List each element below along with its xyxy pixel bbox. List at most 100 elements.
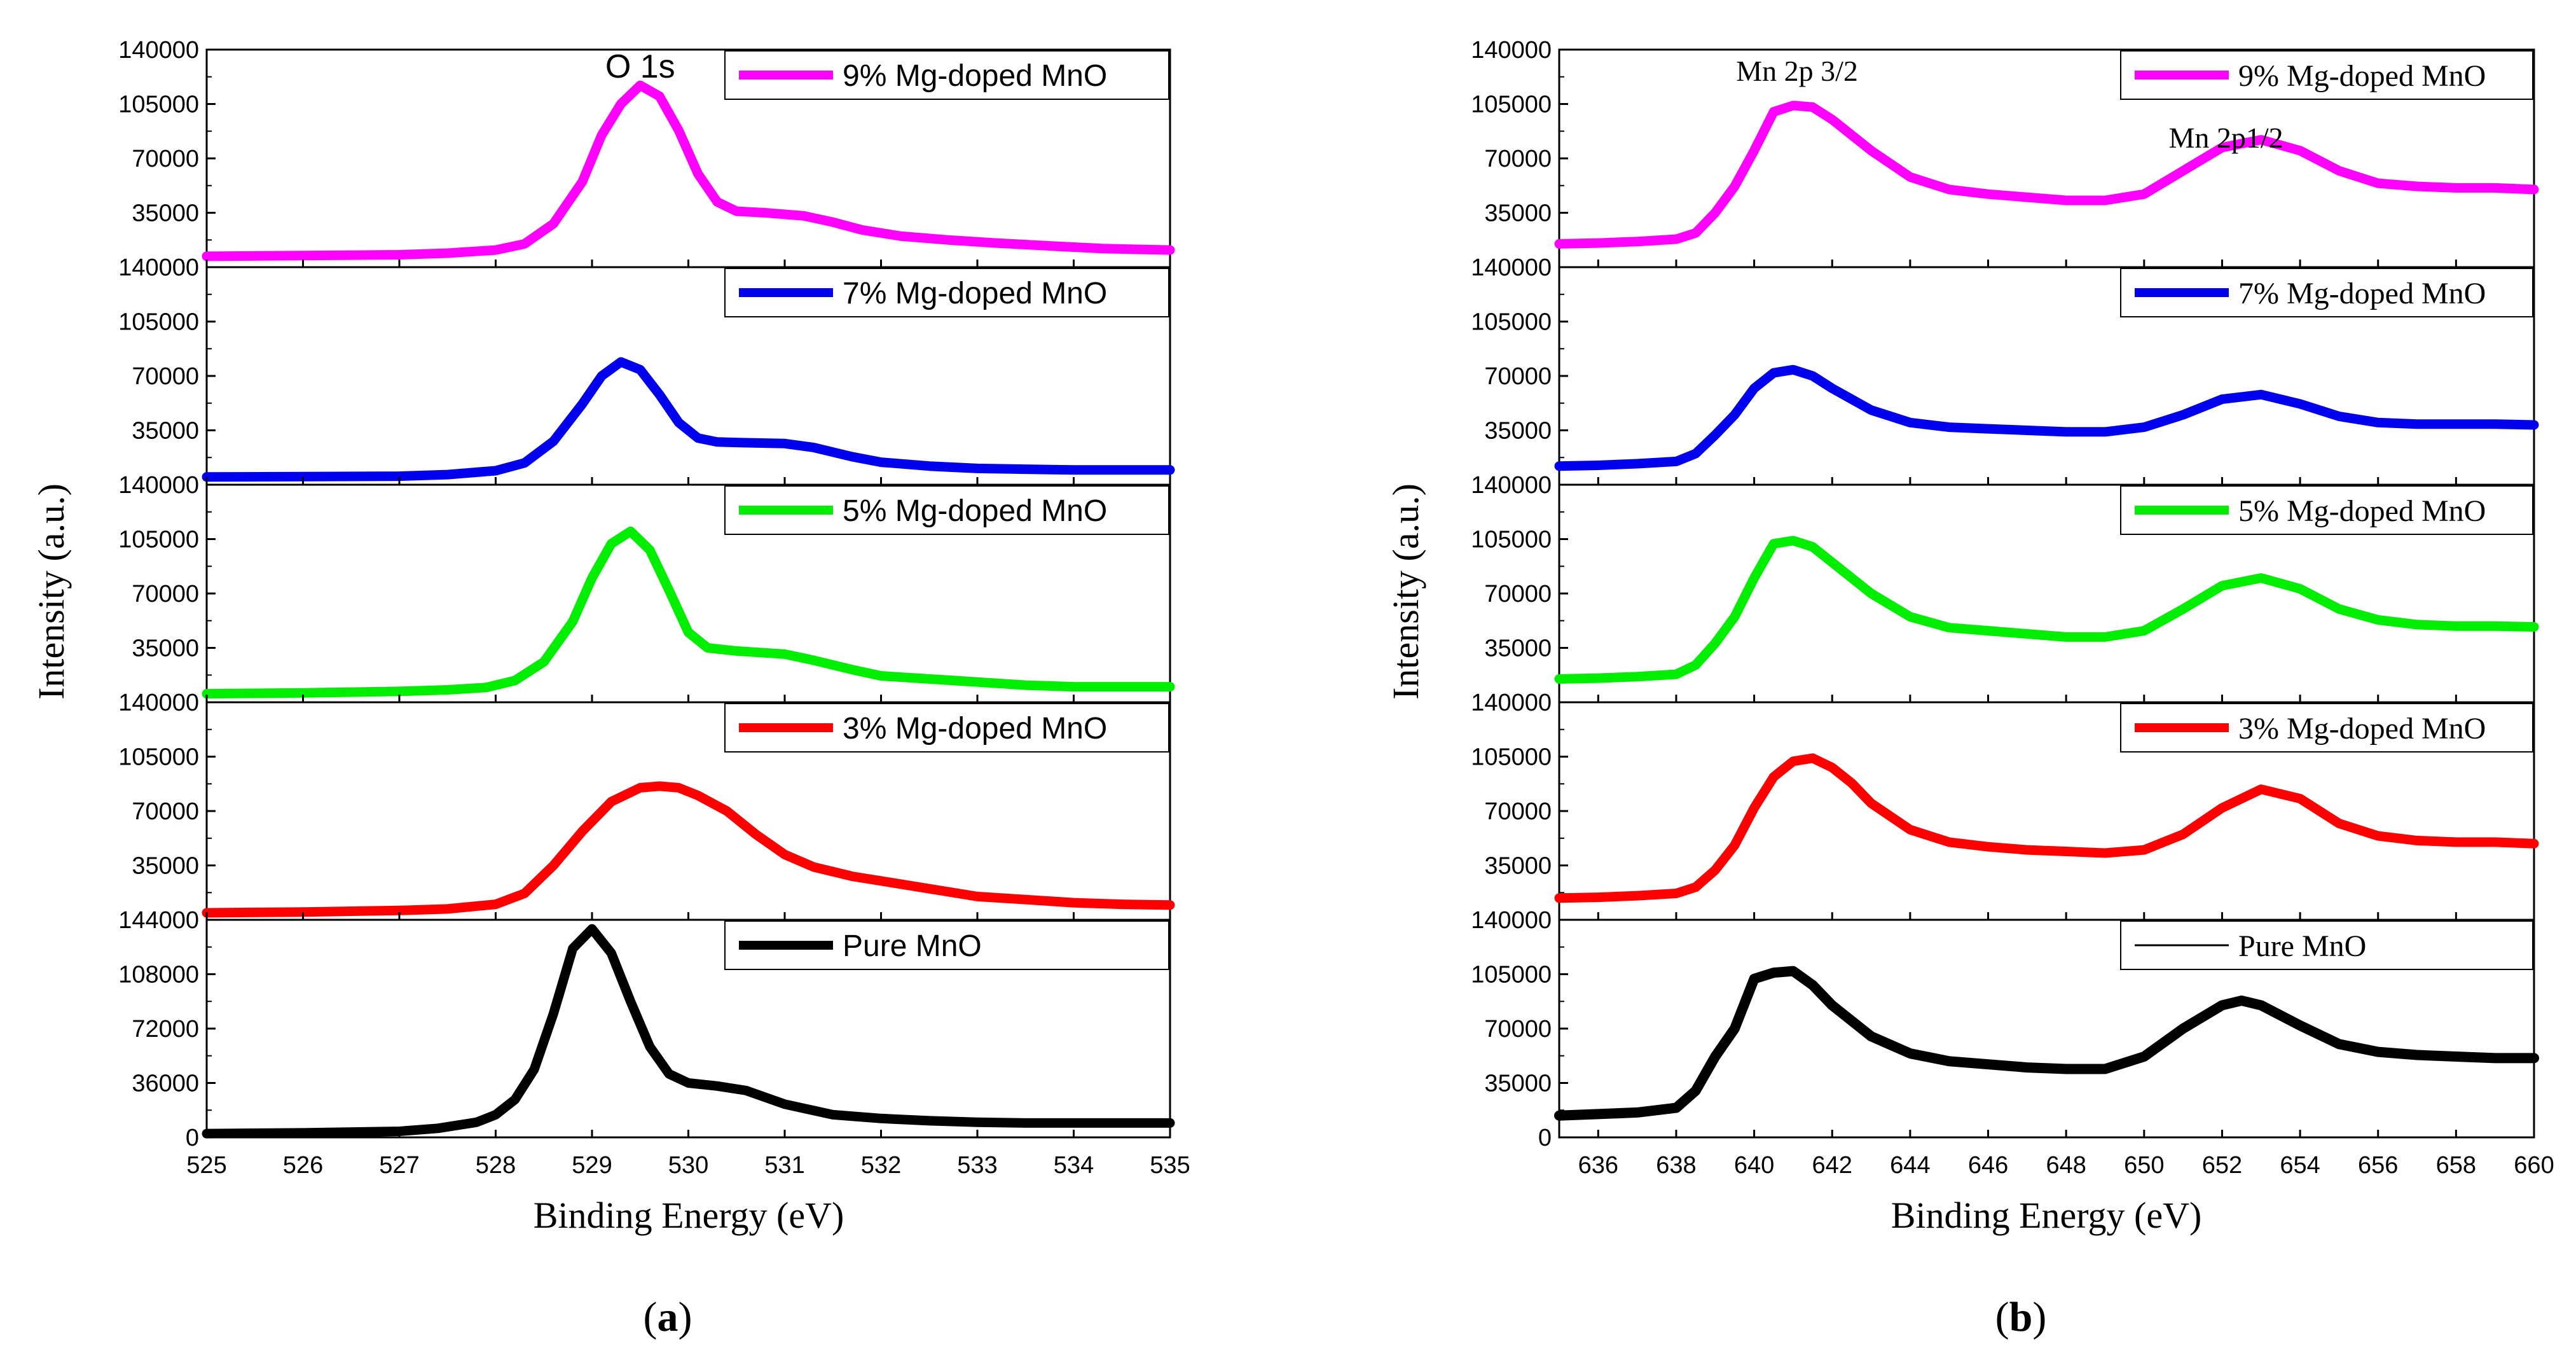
y-tick-label: 140000 — [118, 472, 199, 499]
legend-b-4: 3% Mg-doped MnO — [2120, 703, 2533, 753]
x-tick-label: 646 — [1968, 1152, 2008, 1179]
y-tick-label: 105000 — [1471, 962, 1552, 989]
x-tick-label: 525 — [186, 1152, 226, 1179]
y-tick-label: 140000 — [1471, 472, 1552, 499]
y-tick-label: 105000 — [1471, 92, 1552, 118]
subplot-b-3: 140000 105000 70000 35000 5% Mg-doped MnO — [1471, 472, 2539, 704]
y-tick-label: 70000 — [132, 581, 199, 607]
series-line-a-1 — [202, 80, 1175, 261]
y-tick-label: 72000 — [132, 1016, 199, 1043]
y-tick-label: 70000 — [1484, 363, 1552, 390]
legend-label: 9% Mg-doped MnO — [2238, 59, 2486, 93]
y-tick-label: 140000 — [1471, 37, 1552, 64]
y-tick-label: 35000 — [1484, 1071, 1552, 1097]
y-tick-label: 35000 — [132, 200, 199, 227]
series-line-b-5 — [1554, 966, 2539, 1121]
series-line-a-4 — [202, 781, 1175, 918]
legend-b-1: 9% Mg-doped MnO — [2120, 50, 2533, 100]
y-tick-label: 144000 — [118, 907, 199, 934]
y-tick-label: 35000 — [132, 853, 199, 880]
y-tick-label: 70000 — [132, 146, 199, 172]
legend-a-4: 3% Mg-doped MnO — [724, 703, 1169, 753]
y-tick-label: 35000 — [1484, 418, 1552, 445]
y-tick-label: 140000 — [1471, 254, 1552, 281]
legend-label: 5% Mg-doped MnO — [843, 494, 1107, 528]
x-tick-label: 642 — [1812, 1152, 1852, 1179]
series-line-a-2 — [202, 357, 1175, 482]
x-tick-label: 534 — [1054, 1152, 1094, 1179]
legend-b-2: 7% Mg-doped MnO — [2120, 268, 2533, 317]
y-tick-label: 108000 — [118, 962, 199, 989]
y-tick-label: 36000 — [132, 1071, 199, 1097]
panel-label-a: (a) — [644, 1294, 692, 1340]
series-line-b-1 — [1554, 101, 2539, 249]
legend-b-3: 5% Mg-doped MnO — [2120, 485, 2533, 535]
panel-b: 140000 105000 70000 35000 9% Mg-doped MnO 140… — [1471, 37, 2554, 1179]
y-tick-label: 105000 — [118, 527, 199, 553]
y-tick-label: 35000 — [1484, 635, 1552, 662]
y-axis-label-b: Intensity (a.u.) — [1385, 483, 1426, 700]
legend-label: 5% Mg-doped MnO — [2238, 494, 2486, 528]
subplot-a-4: 140000 105000 70000 35000 3% Mg-doped MnO — [118, 690, 1175, 921]
x-tick-label: 656 — [2358, 1152, 2398, 1179]
x-axis-label-a: Binding Energy (eV) — [534, 1195, 844, 1236]
y-tick-label: 35000 — [1484, 200, 1552, 227]
y-tick-label: 105000 — [118, 309, 199, 336]
y-tick-label: 70000 — [1484, 798, 1552, 825]
subplot-b-2: 140000 105000 70000 35000 7% Mg-doped MnO — [1471, 254, 2539, 486]
x-tick-label: 654 — [2280, 1152, 2320, 1179]
subplot-a-5: 144000 108000 72000 36000 0 Pure MnO — [118, 907, 1175, 1151]
series-line-b-2 — [1554, 364, 2539, 471]
y-tick-label: 105000 — [118, 92, 199, 118]
y-tick-label: 105000 — [118, 744, 199, 771]
legend-a-2: 7% Mg-doped MnO — [724, 268, 1169, 317]
x-tick-label: 636 — [1578, 1152, 1618, 1179]
y-tick-label: 70000 — [132, 798, 199, 825]
legend-a-5: Pure MnO — [724, 920, 1169, 970]
x-tick-label: 529 — [572, 1152, 612, 1179]
x-tick-label: 533 — [957, 1152, 997, 1179]
x-axis-label-b: Binding Energy (eV) — [1891, 1195, 2202, 1236]
y-axis-label-a: Intensity (a.u.) — [31, 483, 72, 700]
legend-a-3: 5% Mg-doped MnO — [724, 485, 1169, 535]
x-tick-label: 527 — [379, 1152, 419, 1179]
series-line-b-4 — [1554, 753, 2539, 903]
y-tick-label: 35000 — [1484, 853, 1552, 880]
x-tick-label: 658 — [2436, 1152, 2476, 1179]
series-line-a-3 — [202, 526, 1175, 699]
y-tick-label: 140000 — [1471, 907, 1552, 934]
x-tick-label: 640 — [1734, 1152, 1774, 1179]
x-tick-label: 638 — [1656, 1152, 1696, 1179]
y-tick-label: 70000 — [132, 363, 199, 390]
legend-label: Pure MnO — [843, 929, 982, 963]
x-tick-label: 535 — [1150, 1152, 1190, 1179]
series-line-b-3 — [1554, 536, 2539, 684]
series-line-a-5 — [202, 924, 1175, 1139]
panel-label-b: (b) — [1995, 1294, 2047, 1340]
subplot-a-1: 140000 105000 70000 35000 9% Mg-doped MnO — [118, 37, 1175, 268]
legend-label: 3% Mg-doped MnO — [843, 712, 1107, 746]
legend-label: Pure MnO — [2238, 929, 2366, 963]
x-tick-label: 531 — [764, 1152, 804, 1179]
legend-label: 9% Mg-doped MnO — [843, 59, 1107, 93]
y-tick-label: 140000 — [118, 37, 199, 64]
y-tick-label: 105000 — [1471, 309, 1552, 336]
y-tick-label: 70000 — [1484, 146, 1552, 172]
y-tick-label: 105000 — [1471, 744, 1552, 771]
x-tick-label: 528 — [476, 1152, 516, 1179]
legend-a-1: 9% Mg-doped MnO — [724, 50, 1169, 100]
y-tick-label: 70000 — [1484, 1016, 1552, 1043]
y-tick-label: 140000 — [118, 690, 199, 716]
legend-label: 3% Mg-doped MnO — [2238, 712, 2486, 746]
x-tick-label: 648 — [2046, 1152, 2086, 1179]
y-tick-label: 0 — [186, 1125, 199, 1151]
y-tick-label: 35000 — [132, 635, 199, 662]
y-tick-label: 140000 — [1471, 690, 1552, 716]
x-tick-label: 660 — [2514, 1152, 2554, 1179]
legend-label: 7% Mg-doped MnO — [2238, 277, 2486, 310]
subplot-b-5: 140000 105000 70000 35000 0 Pure MnO — [1471, 907, 2539, 1151]
y-tick-label: 105000 — [1471, 527, 1552, 553]
legend-label: 7% Mg-doped MnO — [843, 277, 1107, 310]
y-tick-label: 70000 — [1484, 581, 1552, 607]
